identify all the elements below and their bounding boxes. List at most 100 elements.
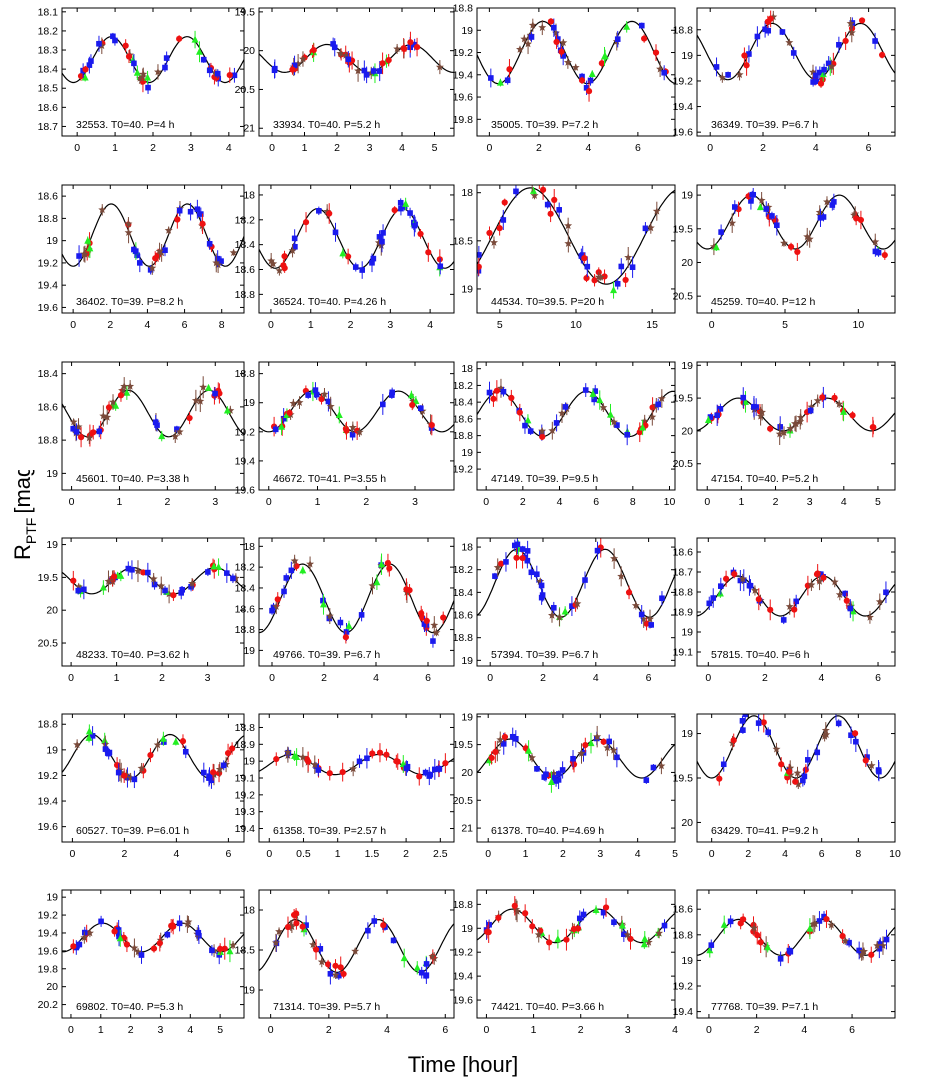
data-point (708, 939, 715, 951)
data-point (883, 929, 890, 950)
panel-label: 45601. T0=40. P=3.38 h (76, 473, 189, 485)
data-point (385, 53, 392, 67)
data-point (650, 764, 657, 772)
data-point (528, 565, 535, 580)
x-tick-label: 1 (114, 672, 120, 684)
data-point (295, 396, 304, 409)
data-point (195, 924, 202, 941)
data-point (862, 753, 869, 767)
data-point (787, 947, 794, 956)
data-point (551, 773, 557, 783)
data-point (352, 262, 359, 272)
data-point (623, 20, 631, 33)
y-tick-label: 19 (461, 283, 473, 295)
data-point (622, 272, 629, 288)
data-point (111, 926, 118, 937)
data-point (137, 762, 146, 774)
data-point (373, 574, 381, 591)
panel-label: 33934. T0=40. P=5.2 h (273, 119, 380, 131)
data-point (214, 69, 221, 79)
panel-label: 77768. T0=39. P=7.1 h (711, 1001, 818, 1013)
data-point (563, 928, 570, 951)
data-point (123, 385, 131, 400)
data-point (564, 234, 573, 253)
data-point (558, 403, 566, 423)
data-point (522, 904, 529, 923)
data-point (551, 188, 558, 211)
data-point (354, 59, 363, 82)
y-tick-label: 19.2 (235, 426, 256, 438)
data-point (638, 605, 645, 624)
data-point (496, 731, 505, 748)
panel-16: 0 2 4 6 18.6 18.7 18.8 18.9 19 19.1 57815. T0=40. … (673, 537, 896, 684)
data-point (229, 248, 238, 257)
x-tick-label: 0 (484, 1024, 490, 1036)
data-point (591, 274, 598, 287)
y-axis-label-unit: [mag] (10, 470, 35, 514)
data-point (574, 924, 582, 933)
data-point (97, 37, 106, 55)
x-tick-label: 0 (70, 319, 76, 331)
data-point (562, 402, 569, 412)
data-point (816, 911, 823, 931)
data-point (813, 394, 822, 407)
data-point (641, 34, 648, 43)
data-point (326, 396, 335, 417)
y-tick-label: 19 (461, 711, 473, 723)
data-point (857, 210, 865, 230)
data-point (569, 596, 575, 617)
data-point (345, 620, 353, 631)
panel-7: 5 10 15 18 18.5 19 44534. T0=39.5. P=20 h (453, 175, 676, 331)
data-point (501, 732, 509, 742)
data-point (609, 740, 618, 760)
data-point (801, 767, 808, 786)
data-point (325, 959, 332, 969)
x-axis-label: Time [hour] (407, 1052, 519, 1077)
data-point (134, 560, 142, 583)
data-point (842, 590, 848, 597)
x-tick-label: 3 (625, 1024, 631, 1036)
data-point (497, 560, 505, 567)
data-point (522, 175, 528, 184)
data-point (858, 17, 866, 24)
data-point (96, 35, 102, 52)
data-point (528, 32, 535, 42)
data-point (754, 925, 761, 945)
data-point (413, 37, 421, 57)
x-tick-label: 4 (672, 1024, 678, 1036)
y-tick-label: 18.8 (453, 899, 474, 911)
panel-label: 47149. T0=39. P=9.5 h (491, 473, 598, 485)
data-point (648, 621, 654, 628)
data-point (175, 427, 184, 436)
y-tick-label: 19.2 (235, 789, 256, 801)
data-point (652, 44, 660, 61)
data-point (785, 38, 794, 46)
panel-frame (61, 889, 245, 1019)
data-point (819, 392, 826, 402)
data-point (170, 589, 177, 601)
data-point (139, 67, 148, 81)
y-tick-label: 19.5 (673, 393, 694, 405)
data-point (116, 926, 122, 947)
y-tick-label: 19.1 (235, 773, 256, 785)
x-tick-label: 2 (321, 672, 327, 684)
data-point (614, 747, 620, 768)
data-point (778, 757, 785, 772)
data-point (411, 214, 418, 237)
x-tick-label: 15 (646, 319, 658, 331)
data-point (105, 747, 112, 760)
data-point (70, 570, 77, 591)
data-point (787, 242, 795, 251)
data-point (435, 60, 444, 75)
data-point (286, 409, 293, 417)
y-tick-label: 18.7 (673, 567, 694, 579)
data-point (325, 608, 334, 625)
data-point (406, 584, 413, 597)
data-point (99, 580, 107, 595)
data-point (309, 940, 317, 949)
data-point (383, 748, 390, 761)
data-point (288, 561, 295, 579)
panel-frame (61, 184, 245, 314)
data-point (289, 64, 296, 75)
data-point (585, 80, 593, 102)
